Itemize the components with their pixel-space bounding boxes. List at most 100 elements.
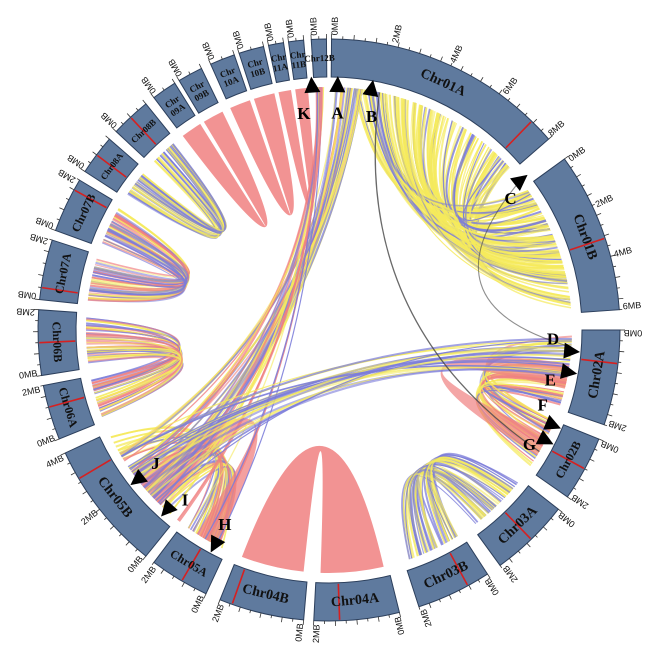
segment-chr09a[interactable] bbox=[153, 82, 196, 129]
segment-chr05a[interactable] bbox=[153, 531, 223, 595]
segment-chr02b[interactable] bbox=[535, 424, 600, 498]
tick-label-chr07b: 2MB bbox=[56, 167, 77, 185]
tick-label-chr06a: 2MB bbox=[21, 384, 41, 398]
tick-chr02b bbox=[573, 487, 577, 490]
tick-chr04b bbox=[238, 607, 241, 613]
segment-chr06b[interactable] bbox=[37, 309, 80, 377]
tick-chr02a bbox=[616, 372, 622, 374]
tick-chr03b bbox=[477, 579, 481, 583]
tick-label-chr02a: 0MB bbox=[624, 328, 643, 338]
link-chr01a-chr01b bbox=[430, 112, 554, 241]
tick-chr05a bbox=[160, 569, 165, 574]
segment-chr01a[interactable] bbox=[330, 38, 550, 165]
tick-chr03a bbox=[558, 508, 563, 513]
tick-chr11a bbox=[282, 37, 284, 43]
tick-chr05a bbox=[171, 576, 175, 579]
marker-arrow-c bbox=[510, 174, 528, 192]
tick-chr09b bbox=[176, 76, 180, 81]
segment-chr07b[interactable] bbox=[54, 179, 113, 245]
tick-chr10b bbox=[237, 48, 240, 54]
segment-chr03b[interactable] bbox=[406, 541, 489, 608]
marker-arrow-a bbox=[329, 76, 346, 93]
tick-chr01a bbox=[507, 98, 511, 101]
tick-chr08b bbox=[112, 127, 117, 132]
tick-chr02b bbox=[579, 478, 584, 482]
segment-chr01b[interactable] bbox=[532, 158, 620, 313]
segment-chr05b[interactable] bbox=[64, 436, 171, 557]
link-chr02a-chr05b bbox=[150, 353, 571, 497]
segment-chr07a[interactable] bbox=[39, 239, 90, 305]
tick-label-chr05b: 2MB bbox=[79, 508, 100, 527]
marker-label-i: I bbox=[182, 490, 189, 509]
tick-label-chr07a: 0MB bbox=[17, 289, 37, 301]
tick-chr05b bbox=[70, 472, 76, 476]
link-chr03a-chr03b bbox=[425, 459, 509, 544]
tick-label-chr08b: 0MB bbox=[99, 110, 119, 130]
tick-label-chr01b: 0MB bbox=[566, 144, 587, 163]
marker-arrow-g bbox=[535, 430, 554, 445]
tick-chr01b bbox=[610, 254, 616, 257]
marker-arrow-f bbox=[543, 414, 561, 430]
tick-chr01a bbox=[470, 73, 473, 77]
link-chr08 bbox=[137, 154, 223, 234]
link-chr12b-chr05 bbox=[178, 87, 322, 522]
chr-label-chr11a: Chr11A bbox=[270, 51, 289, 73]
tick-label-chr05a: 2MB bbox=[139, 564, 158, 585]
red-mark-chr02b bbox=[551, 450, 585, 470]
tick-chr01a bbox=[489, 84, 492, 88]
tick-chr11b bbox=[287, 36, 289, 42]
tick-label-chr01b: 4MB bbox=[613, 245, 633, 259]
tick-label-chr06b: 2MB bbox=[16, 306, 35, 317]
tick-chr08b bbox=[135, 107, 139, 111]
tick-chr01b bbox=[564, 155, 569, 160]
tick-chr04b bbox=[259, 612, 262, 618]
link-chr01a-chr01b bbox=[462, 141, 572, 309]
tick-chr05b bbox=[90, 500, 94, 503]
segment-chr11a[interactable] bbox=[267, 42, 290, 84]
tick-chr01b bbox=[591, 203, 595, 206]
chr-label-chr12b: Chr12B bbox=[304, 53, 335, 64]
tick-label-chr01a: 0MB bbox=[330, 17, 340, 36]
arrow-icon-b bbox=[362, 79, 379, 98]
tick-chr02a bbox=[604, 424, 608, 427]
link-chr01a-chr01b bbox=[452, 129, 571, 301]
red-mark-chr05a bbox=[181, 548, 202, 581]
link-chr06 bbox=[86, 318, 180, 385]
segment-chr04a[interactable] bbox=[313, 574, 401, 622]
tick-chr06a bbox=[40, 396, 46, 398]
tick-label-chr01a: 8MB bbox=[546, 118, 566, 138]
segment-chr02a[interactable] bbox=[567, 329, 621, 426]
segment-chr06a[interactable] bbox=[42, 377, 96, 440]
tick-label-chr04b: 0MB bbox=[293, 623, 305, 642]
tick-chr04b bbox=[228, 603, 231, 607]
link-chr01a-chr01b bbox=[384, 93, 564, 269]
segment-chr11b[interactable] bbox=[287, 39, 308, 81]
segment-chr10b[interactable] bbox=[238, 45, 273, 91]
segment-chr09b[interactable] bbox=[178, 67, 219, 114]
link-dark-a bbox=[374, 92, 540, 453]
segment-chr10a[interactable] bbox=[209, 54, 248, 100]
tick-label-chr01a: 4MB bbox=[448, 43, 465, 64]
tick-chr01b bbox=[618, 297, 624, 300]
red-mark-chr05b bbox=[79, 459, 112, 479]
link-chr03a-chr03b bbox=[405, 472, 483, 557]
red-mark-chr02a bbox=[581, 358, 618, 365]
segment-chr12b[interactable] bbox=[310, 38, 328, 79]
tick-chr07a bbox=[34, 298, 40, 300]
link-chr01a-chr05b bbox=[120, 87, 349, 457]
tick-chr06a bbox=[45, 406, 49, 409]
link-chr07 bbox=[89, 228, 187, 296]
tick-chr01a bbox=[540, 128, 544, 132]
tick-chr04b bbox=[249, 610, 252, 614]
marker-label-k: K bbox=[297, 104, 311, 123]
tick-chr06a bbox=[46, 417, 52, 420]
tick-label-chr05b: 0MB bbox=[125, 554, 145, 575]
tick-label-chr06a: 0MB bbox=[36, 433, 57, 449]
link-chr08 bbox=[142, 153, 225, 232]
tick-label-chr01b: 6MB bbox=[622, 300, 641, 311]
tick-chr01a bbox=[548, 135, 553, 140]
link-chr06 bbox=[85, 331, 183, 416]
link-chr03a-chr03b bbox=[412, 468, 491, 553]
marker-arrow-h bbox=[210, 534, 226, 553]
tick-chr01a bbox=[408, 47, 411, 51]
